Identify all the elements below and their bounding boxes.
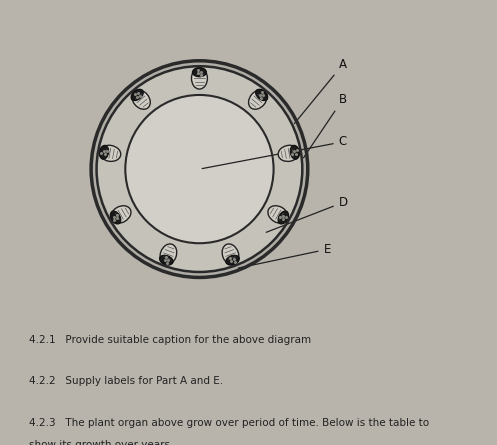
Text: 4.2.3   The plant organ above grow over period of time. Below is the table to: 4.2.3 The plant organ above grow over pe… [29, 417, 429, 428]
Ellipse shape [191, 68, 207, 89]
Text: A: A [294, 58, 346, 123]
Ellipse shape [278, 211, 289, 224]
Circle shape [91, 61, 308, 277]
Ellipse shape [248, 90, 267, 109]
Text: C: C [202, 135, 347, 169]
Ellipse shape [222, 244, 239, 265]
Circle shape [96, 66, 302, 272]
Text: show its growth over years.: show its growth over years. [29, 440, 173, 445]
Ellipse shape [99, 146, 109, 159]
Ellipse shape [278, 145, 300, 162]
Ellipse shape [99, 145, 121, 162]
Ellipse shape [110, 211, 121, 224]
Ellipse shape [192, 68, 206, 77]
Ellipse shape [226, 255, 240, 265]
Ellipse shape [111, 206, 131, 223]
Ellipse shape [268, 206, 288, 223]
Ellipse shape [290, 146, 300, 159]
Text: E: E [239, 243, 331, 268]
Ellipse shape [131, 89, 143, 101]
Text: 4.2.2   Supply labels for Part A and E.: 4.2.2 Supply labels for Part A and E. [29, 376, 223, 386]
Text: B: B [304, 93, 347, 158]
Ellipse shape [132, 90, 150, 109]
Ellipse shape [255, 89, 268, 101]
Ellipse shape [160, 244, 177, 265]
Circle shape [125, 95, 273, 243]
Ellipse shape [160, 255, 173, 265]
Text: D: D [266, 196, 348, 232]
Text: 4.2.1   Provide suitable caption for the above diagram: 4.2.1 Provide suitable caption for the a… [29, 336, 311, 345]
